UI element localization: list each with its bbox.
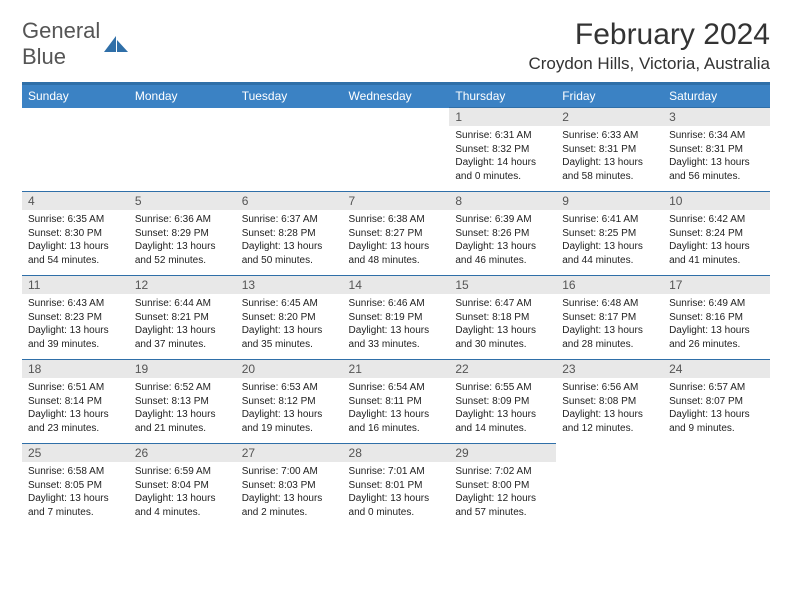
day-data-row: Sunrise: 6:43 AMSunset: 8:23 PMDaylight:… [22,294,770,360]
day-data-cell: Sunrise: 6:59 AMSunset: 8:04 PMDaylight:… [129,462,236,527]
location: Croydon Hills, Victoria, Australia [528,54,770,74]
day-number-cell: 23 [556,360,663,379]
day-number-row: 2526272829 [22,444,770,463]
day-number-row: 45678910 [22,192,770,211]
day-data-cell: Sunrise: 6:44 AMSunset: 8:21 PMDaylight:… [129,294,236,360]
day-data-cell: Sunrise: 6:51 AMSunset: 8:14 PMDaylight:… [22,378,129,444]
day-number-row: 11121314151617 [22,276,770,295]
day-number-cell [556,444,663,463]
weekday-header: Friday [556,84,663,108]
day-data-cell: Sunrise: 6:46 AMSunset: 8:19 PMDaylight:… [343,294,450,360]
day-number-cell: 1 [449,108,556,127]
weekday-header: Monday [129,84,236,108]
day-data-cell: Sunrise: 6:58 AMSunset: 8:05 PMDaylight:… [22,462,129,527]
day-number-cell: 14 [343,276,450,295]
day-data-cell: Sunrise: 6:37 AMSunset: 8:28 PMDaylight:… [236,210,343,276]
day-number-cell: 13 [236,276,343,295]
day-data-cell: Sunrise: 6:52 AMSunset: 8:13 PMDaylight:… [129,378,236,444]
day-data-cell: Sunrise: 6:42 AMSunset: 8:24 PMDaylight:… [663,210,770,276]
day-number-cell [129,108,236,127]
day-number-row: 18192021222324 [22,360,770,379]
day-data-cell: Sunrise: 6:55 AMSunset: 8:09 PMDaylight:… [449,378,556,444]
day-data-cell: Sunrise: 6:49 AMSunset: 8:16 PMDaylight:… [663,294,770,360]
month-title: February 2024 [528,18,770,52]
day-number-row: 123 [22,108,770,127]
header: General Blue February 2024 Croydon Hills… [22,18,770,74]
day-number-cell: 26 [129,444,236,463]
day-data-cell: Sunrise: 6:53 AMSunset: 8:12 PMDaylight:… [236,378,343,444]
day-data-cell [236,126,343,192]
day-number-cell: 17 [663,276,770,295]
day-number-cell: 15 [449,276,556,295]
logo: General Blue [22,18,128,70]
day-number-cell: 22 [449,360,556,379]
day-number-cell: 29 [449,444,556,463]
day-number-cell: 21 [343,360,450,379]
day-number-cell: 7 [343,192,450,211]
weekday-header: Tuesday [236,84,343,108]
day-number-cell: 28 [343,444,450,463]
day-number-cell: 11 [22,276,129,295]
logo-sail-icon [104,36,128,52]
day-number-cell: 20 [236,360,343,379]
day-data-row: Sunrise: 6:58 AMSunset: 8:05 PMDaylight:… [22,462,770,527]
day-data-cell [556,462,663,527]
day-number-cell: 3 [663,108,770,127]
day-data-cell: Sunrise: 6:34 AMSunset: 8:31 PMDaylight:… [663,126,770,192]
calendar-body: 123Sunrise: 6:31 AMSunset: 8:32 PMDaylig… [22,108,770,528]
weekday-header: Wednesday [343,84,450,108]
day-number-cell: 9 [556,192,663,211]
weekday-header: Saturday [663,84,770,108]
day-number-cell: 10 [663,192,770,211]
day-number-cell: 19 [129,360,236,379]
day-number-cell: 5 [129,192,236,211]
logo-text: General Blue [22,18,100,70]
day-data-cell: Sunrise: 7:00 AMSunset: 8:03 PMDaylight:… [236,462,343,527]
day-number-cell: 27 [236,444,343,463]
day-data-cell: Sunrise: 6:45 AMSunset: 8:20 PMDaylight:… [236,294,343,360]
weekday-header: Thursday [449,84,556,108]
title-block: February 2024 Croydon Hills, Victoria, A… [528,18,770,74]
day-data-cell: Sunrise: 7:01 AMSunset: 8:01 PMDaylight:… [343,462,450,527]
calendar-table: SundayMondayTuesdayWednesdayThursdayFrid… [22,82,770,527]
day-data-cell: Sunrise: 7:02 AMSunset: 8:00 PMDaylight:… [449,462,556,527]
day-data-cell: Sunrise: 6:39 AMSunset: 8:26 PMDaylight:… [449,210,556,276]
day-data-cell: Sunrise: 6:41 AMSunset: 8:25 PMDaylight:… [556,210,663,276]
day-number-cell: 12 [129,276,236,295]
day-data-cell: Sunrise: 6:57 AMSunset: 8:07 PMDaylight:… [663,378,770,444]
logo-word2: Blue [22,44,66,69]
weekday-header: Sunday [22,84,129,108]
day-number-cell: 6 [236,192,343,211]
day-data-cell: Sunrise: 6:35 AMSunset: 8:30 PMDaylight:… [22,210,129,276]
day-data-cell: Sunrise: 6:36 AMSunset: 8:29 PMDaylight:… [129,210,236,276]
day-data-cell: Sunrise: 6:56 AMSunset: 8:08 PMDaylight:… [556,378,663,444]
day-number-cell [663,444,770,463]
day-data-cell: Sunrise: 6:38 AMSunset: 8:27 PMDaylight:… [343,210,450,276]
day-data-cell [343,126,450,192]
day-number-cell: 16 [556,276,663,295]
day-data-cell [129,126,236,192]
day-data-cell: Sunrise: 6:54 AMSunset: 8:11 PMDaylight:… [343,378,450,444]
day-data-row: Sunrise: 6:31 AMSunset: 8:32 PMDaylight:… [22,126,770,192]
day-number-cell: 25 [22,444,129,463]
day-data-row: Sunrise: 6:51 AMSunset: 8:14 PMDaylight:… [22,378,770,444]
day-data-row: Sunrise: 6:35 AMSunset: 8:30 PMDaylight:… [22,210,770,276]
day-data-cell [22,126,129,192]
day-number-cell: 8 [449,192,556,211]
day-number-cell [343,108,450,127]
day-data-cell: Sunrise: 6:43 AMSunset: 8:23 PMDaylight:… [22,294,129,360]
day-number-cell: 2 [556,108,663,127]
day-data-cell: Sunrise: 6:47 AMSunset: 8:18 PMDaylight:… [449,294,556,360]
day-number-cell [22,108,129,127]
day-number-cell: 18 [22,360,129,379]
day-data-cell: Sunrise: 6:33 AMSunset: 8:31 PMDaylight:… [556,126,663,192]
day-data-cell: Sunrise: 6:31 AMSunset: 8:32 PMDaylight:… [449,126,556,192]
day-number-cell: 24 [663,360,770,379]
day-number-cell [236,108,343,127]
day-data-cell [663,462,770,527]
weekday-header-row: SundayMondayTuesdayWednesdayThursdayFrid… [22,84,770,108]
day-data-cell: Sunrise: 6:48 AMSunset: 8:17 PMDaylight:… [556,294,663,360]
logo-word1: General [22,18,100,43]
day-number-cell: 4 [22,192,129,211]
